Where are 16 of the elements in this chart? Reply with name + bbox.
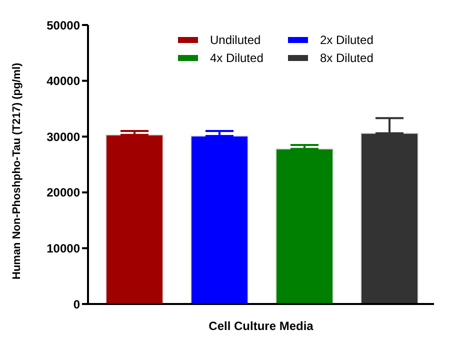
y-tick-label: 40000 bbox=[46, 74, 80, 88]
y-tick-label: 50000 bbox=[46, 18, 80, 32]
legend-label: 2x Diluted bbox=[320, 33, 374, 47]
legend-label: 4x Diluted bbox=[210, 51, 264, 65]
y-tick-label: 20000 bbox=[46, 186, 80, 200]
bar bbox=[276, 148, 334, 304]
legend-label: Undiluted bbox=[210, 33, 261, 47]
bar bbox=[360, 132, 418, 304]
bar bbox=[190, 136, 248, 304]
y-axis-title: Human Non-Phoshpho-Tau (T217) (pg/ml) bbox=[10, 62, 23, 280]
x-axis-title: Cell Culture Media bbox=[208, 319, 314, 333]
y-tick-label: 30000 bbox=[46, 130, 80, 144]
legend-label: 8x Diluted bbox=[320, 51, 374, 65]
bar bbox=[106, 134, 164, 304]
y-tick-label: 10000 bbox=[46, 241, 80, 256]
y-tick-label: 0 bbox=[73, 297, 80, 312]
